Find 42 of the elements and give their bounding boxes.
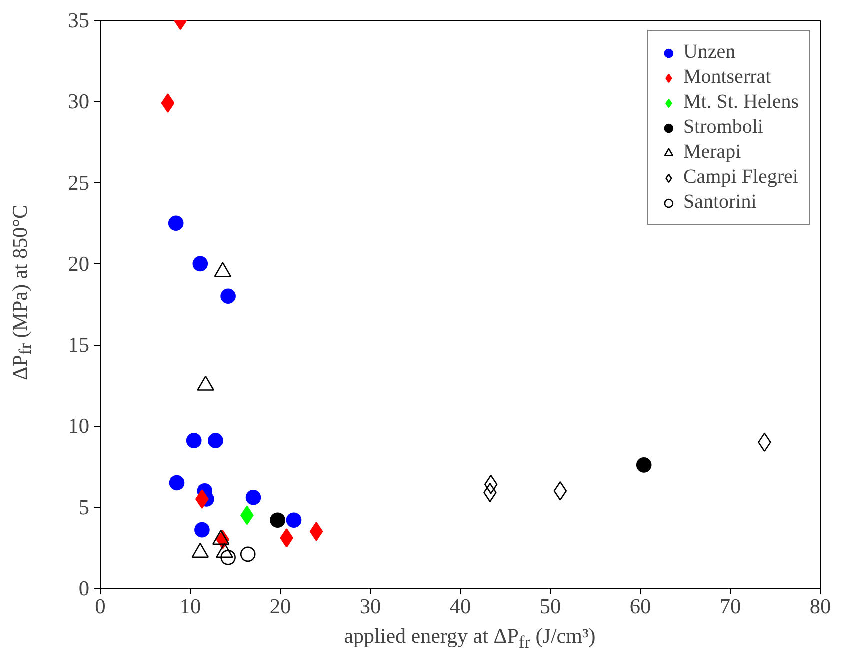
x-tick-label: 70 [720, 594, 742, 618]
point [192, 256, 208, 272]
point [169, 475, 185, 491]
legend-label: Unzen [683, 41, 736, 64]
y-tick-label: 5 [78, 495, 90, 520]
point [186, 433, 202, 448]
point [220, 550, 236, 566]
x-tick-label: 0 [95, 594, 106, 618]
y-tick-label: 25 [68, 170, 90, 195]
x-tick-label: 80 [810, 594, 832, 618]
legend-label: Mt. St. Helens [683, 91, 799, 114]
y-tick-label: 30 [68, 90, 90, 114]
x-tick-label: 50 [540, 594, 562, 618]
legend-label: Merapi [683, 141, 742, 164]
y-tick-label: 15 [68, 333, 90, 358]
point [161, 94, 175, 113]
legend-label: Campi Flegrei [683, 166, 798, 189]
point [270, 512, 286, 528]
point [220, 288, 236, 304]
point [240, 546, 256, 562]
point [554, 481, 568, 501]
x-tick-label: 30 [360, 594, 382, 618]
point [168, 216, 184, 231]
x-axis-title: applied energy at ΔP$_{fr}$ (J/cm³) [343, 623, 597, 654]
point [310, 522, 324, 542]
y-tick-label: 0 [78, 576, 90, 600]
legend-label: Montserrat [683, 66, 772, 89]
x-tick-label: 20 [270, 594, 292, 618]
point [194, 522, 210, 538]
x-tick-label: 60 [630, 594, 652, 618]
y-tick-label: 20 [68, 252, 90, 276]
x-tick-label: 10 [180, 594, 202, 618]
legend-label: Stromboli [683, 116, 764, 139]
point [208, 433, 224, 448]
point [636, 458, 652, 473]
x-tick-label: 40 [450, 594, 472, 618]
point [286, 512, 302, 528]
legend-label: Santorini [683, 191, 757, 214]
y-tick-label: 10 [68, 414, 90, 438]
y-tick-label: 35 [68, 8, 90, 32]
point [484, 474, 498, 494]
point [246, 490, 262, 506]
